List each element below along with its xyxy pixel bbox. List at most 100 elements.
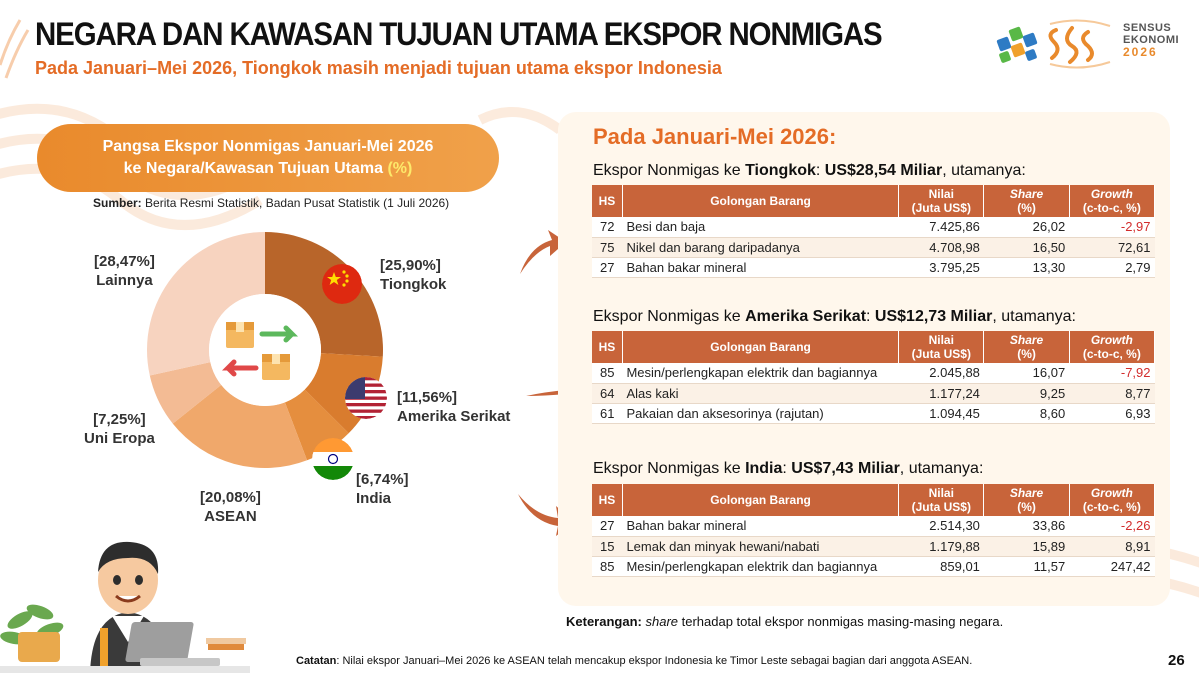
col-growth-l1: Growth xyxy=(1090,486,1133,500)
section-amount: US$12,73 Miliar xyxy=(874,308,993,325)
col-share: Share (%) xyxy=(983,484,1070,516)
cell-share: 13,30 xyxy=(983,257,1070,278)
table-india: HS Golongan Barang Nilai (Juta US$) Share… xyxy=(592,484,1156,577)
value-label-uni-eropa: [7,25%] xyxy=(93,411,146,428)
cell-hs: 64 xyxy=(592,383,623,404)
section-pre: Ekspor Nonmigas ke xyxy=(593,308,746,325)
table-header-row: HS Golongan Barang Nilai (Juta US$) Share… xyxy=(592,484,1156,516)
col-value-l2: (Juta US$) xyxy=(911,201,971,215)
section-post: , utamanya: xyxy=(899,460,984,477)
table-row: 64 Alas kaki 1.177,24 9,25 8,77 xyxy=(592,383,1155,404)
cell-name: Bahan bakar mineral xyxy=(622,257,899,278)
col-value: Nilai (Juta US$) xyxy=(898,331,985,363)
donut-slice-uni-eropa xyxy=(149,362,222,424)
cell-name: Besi dan baja xyxy=(622,217,899,238)
keterangan-label: Keterangan: xyxy=(566,614,642,629)
page-subtitle: Pada Januari–Mei 2026, Tiongkok masih me… xyxy=(35,58,722,78)
section-amount: US$28,54 Miliar xyxy=(824,162,943,179)
cell-name: Alas kaki xyxy=(622,383,899,404)
cell-hs: 85 xyxy=(592,363,623,384)
label-asean: [20,08%] ASEAN xyxy=(200,488,261,526)
chart-title-unit: (%) xyxy=(387,160,413,177)
table-body: 27 Bahan bakar mineral 2.514,30 33,86 -2,26 1… xyxy=(592,516,1155,577)
export-share-donut-chart xyxy=(147,232,383,468)
cell-value: 3.795,25 xyxy=(898,257,984,278)
section-country: Tiongkok xyxy=(745,162,816,179)
label-tiongkok: [25,90%] Tiongkok xyxy=(380,256,446,294)
cell-name: Mesin/perlengkapan elektrik dan bagianny… xyxy=(622,556,899,577)
cell-growth: 8,91 xyxy=(1069,536,1155,557)
value-label-amerika-serikat: [11,56%] xyxy=(397,389,458,406)
cell-value: 859,01 xyxy=(898,556,984,577)
usa-flag-icon xyxy=(345,377,387,419)
col-value: Nilai (Juta US$) xyxy=(898,185,985,217)
section-pre: Ekspor Nonmigas ke xyxy=(593,460,746,477)
label-india: [6,74%] India xyxy=(356,470,409,508)
sensus-ekonomi-logo xyxy=(996,19,1111,69)
category-label-uni-eropa: Uni Eropa xyxy=(84,430,155,447)
col-share-l1: Share xyxy=(1009,333,1044,347)
table-row: 85 Mesin/perlengkapan elektrik dan bagian… xyxy=(592,363,1155,384)
category-label-tiongkok: Tiongkok xyxy=(380,276,447,293)
col-share-l2: (%) xyxy=(1017,500,1036,514)
cell-name: Lemak dan minyak hewani/nabati xyxy=(622,536,899,557)
col-value-l2: (Juta US$) xyxy=(911,347,971,361)
cell-value: 1.094,45 xyxy=(898,403,984,424)
section-title-amerika-serikat: Ekspor Nonmigas ke Amerika Serikat: US$1… xyxy=(593,308,1076,326)
cell-growth: 72,61 xyxy=(1069,237,1155,258)
cell-name: Bahan bakar mineral xyxy=(622,516,899,537)
cell-value: 1.179,88 xyxy=(898,536,984,557)
cell-growth: 247,42 xyxy=(1069,556,1155,577)
donut-slice-asean xyxy=(172,384,308,468)
col-value-l2: (Juta US$) xyxy=(911,500,971,514)
cell-share: 33,86 xyxy=(983,516,1070,537)
catatan-text: : Nilai ekspor Januari–Mei 2026 ke ASEAN… xyxy=(336,655,973,667)
col-growth-l1: Growth xyxy=(1090,333,1133,347)
col-growth: Growth (c-to-c, %) xyxy=(1069,185,1156,217)
value-label-india: [6,74%] xyxy=(356,471,409,488)
category-label-india: India xyxy=(356,490,392,507)
col-share: Share (%) xyxy=(983,185,1070,217)
table-body: 85 Mesin/perlengkapan elektrik dan bagian… xyxy=(592,363,1155,424)
donut-slice-lainnya xyxy=(147,232,265,376)
cell-value: 7.425,86 xyxy=(898,217,984,238)
cell-share: 26,02 xyxy=(983,217,1070,238)
cell-growth: -2,97 xyxy=(1069,217,1155,238)
section-mid: : xyxy=(782,460,792,477)
chart-title-pill: Pangsa Ekspor Nonmigas Januari-Mei 2026 … xyxy=(37,124,499,192)
col-share-l2: (%) xyxy=(1017,347,1036,361)
logo-text: SENSUS EKONOMI 2026 xyxy=(1123,22,1179,58)
chart-title-line2: ke Negara/Kawasan Tujuan Utama (%) xyxy=(37,158,499,180)
cell-hs: 75 xyxy=(592,237,623,258)
catatan-label: Catatan xyxy=(296,655,337,667)
col-growth-l2: (c-to-c, %) xyxy=(1082,500,1141,514)
chart-source: Sumber: Berita Resmi Statistik, Badan Pu… xyxy=(93,196,449,210)
col-share-l1: Share xyxy=(1009,187,1044,201)
cell-name: Mesin/perlengkapan elektrik dan bagianny… xyxy=(622,363,899,384)
source-text: Berita Resmi Statistik, Badan Pusat Stat… xyxy=(145,196,450,210)
col-hs: HS xyxy=(592,185,623,217)
value-label-asean: [20,08%] xyxy=(200,489,261,506)
col-share-l1: Share xyxy=(1009,486,1044,500)
cell-name: Nikel dan barang daripadanya xyxy=(622,237,899,258)
col-value-l1: Nilai xyxy=(928,187,954,201)
section-pre: Ekspor Nonmigas ke xyxy=(593,162,746,179)
logo-line1: SENSUS xyxy=(1123,22,1172,34)
china-flag-icon xyxy=(322,264,362,304)
col-share: Share (%) xyxy=(983,331,1070,363)
keterangan-note: Keterangan: share terhadap total ekspor … xyxy=(566,614,1003,629)
cell-name: Pakaian dan aksesorinya (rajutan) xyxy=(622,403,899,424)
catatan-note: Catatan: Nilai ekspor Januari–Mei 2026 k… xyxy=(296,655,972,667)
keterangan-italic: share xyxy=(645,614,679,629)
arrow-to-tiongkok xyxy=(520,230,566,274)
mascot-illustration xyxy=(0,541,250,673)
col-growth-l2: (c-to-c, %) xyxy=(1082,347,1141,361)
col-hs: HS xyxy=(592,331,623,363)
table-row: 15 Lemak dan minyak hewani/nabati 1.179,88… xyxy=(592,536,1155,557)
col-growth-l2: (c-to-c, %) xyxy=(1082,201,1141,215)
table-row: 72 Besi dan baja 7.425,86 26,02 -2,97 xyxy=(592,217,1155,238)
cell-share: 16,07 xyxy=(983,363,1070,384)
cell-growth: -2,26 xyxy=(1069,516,1155,537)
table-row: 61 Pakaian dan aksesorinya (rajutan) 1.094… xyxy=(592,403,1155,424)
section-post: , utamanya: xyxy=(942,162,1026,179)
